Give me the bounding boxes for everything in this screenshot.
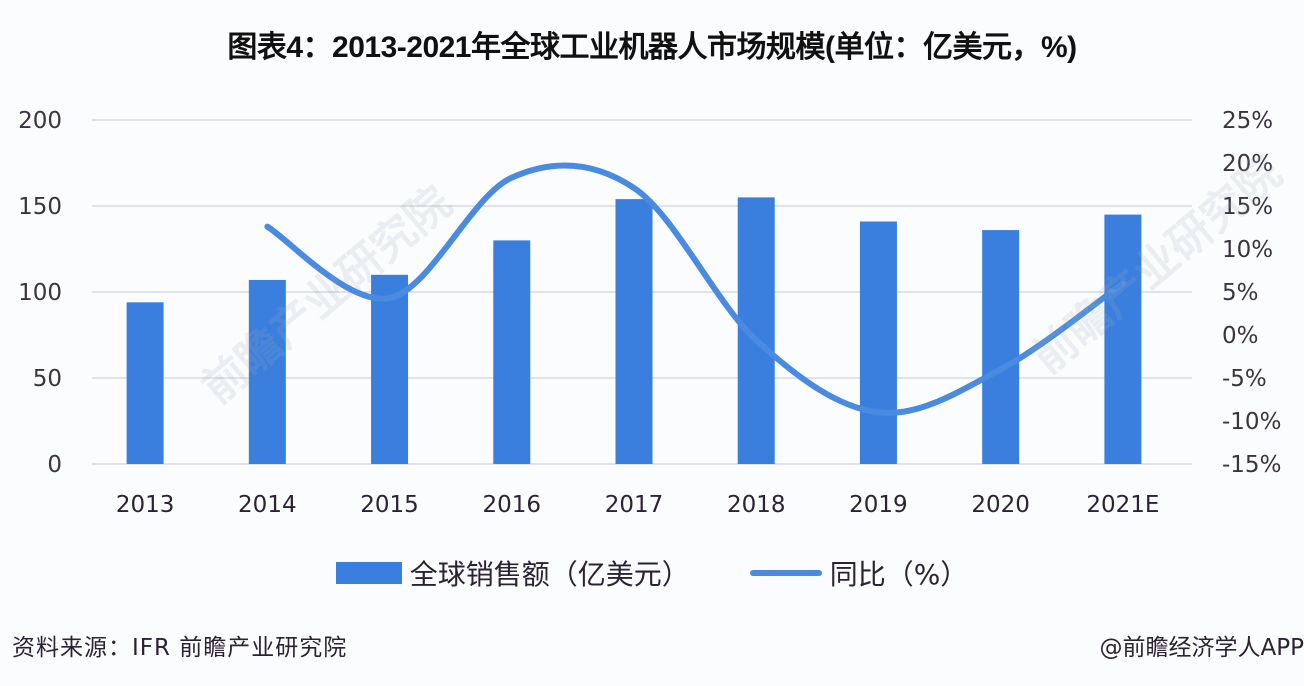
bar-2016 — [493, 240, 531, 464]
source-note: 资料来源：IFR 前瞻产业研究院 — [12, 635, 348, 661]
chart-title: 图表4：2013-2021年全球工业机器人市场规模(单位：亿美元，%) — [227, 31, 1077, 64]
right-axis-tick: -10% — [1222, 409, 1281, 435]
right-axis-tick: 10% — [1222, 237, 1273, 263]
chart-legend: 全球销售额（亿美元） 同比（%） — [0, 553, 1304, 593]
x-axis-tick: 2013 — [116, 492, 175, 518]
yoy-line — [264, 162, 1126, 416]
x-axis-tick: 2015 — [360, 492, 419, 518]
x-axis-tick: 2017 — [605, 492, 664, 518]
bar-2020 — [982, 230, 1020, 464]
x-axis-tick: 2020 — [971, 492, 1030, 518]
left-axis-tick: 0 — [47, 452, 62, 478]
left-axis-tick: 50 — [33, 366, 62, 392]
credit-note: @前瞻经济学人APP — [1099, 635, 1304, 661]
left-axis-tick: 150 — [18, 194, 62, 220]
right-axis-tick: -5% — [1222, 366, 1267, 392]
legend-item-sales: 全球销售额（亿美元） — [335, 553, 690, 593]
bar-2013 — [126, 302, 164, 464]
legend-bar-swatch-icon — [335, 562, 402, 584]
legend-item-yoy: 同比（%） — [749, 553, 969, 593]
legend-label-sales: 全球销售额（亿美元） — [409, 558, 690, 591]
legend-line-swatch-icon — [749, 570, 822, 576]
bar-2019 — [859, 221, 897, 464]
right-axis-tick: 15% — [1222, 194, 1273, 220]
x-axis-tick: 2018 — [727, 492, 786, 518]
x-axis-tick: 2014 — [238, 492, 297, 518]
right-axis-tick: 5% — [1222, 280, 1259, 306]
bar-2015 — [371, 274, 409, 464]
right-axis-tick: -15% — [1222, 452, 1281, 478]
bar-2014 — [248, 279, 286, 464]
bar-2017 — [615, 199, 653, 464]
x-axis-tick: 2021E — [1086, 492, 1159, 518]
x-axis-tick: 2019 — [849, 492, 908, 518]
right-axis-tick: 25% — [1222, 108, 1273, 134]
right-axis-tick: 20% — [1222, 151, 1273, 177]
bar-2021E — [1104, 214, 1142, 464]
x-axis-tick: 2016 — [483, 492, 542, 518]
left-axis-tick: 200 — [18, 108, 62, 134]
legend-label-yoy: 同比（%） — [829, 558, 969, 591]
right-axis-tick: 0% — [1222, 323, 1259, 349]
left-axis-tick: 100 — [18, 280, 62, 306]
